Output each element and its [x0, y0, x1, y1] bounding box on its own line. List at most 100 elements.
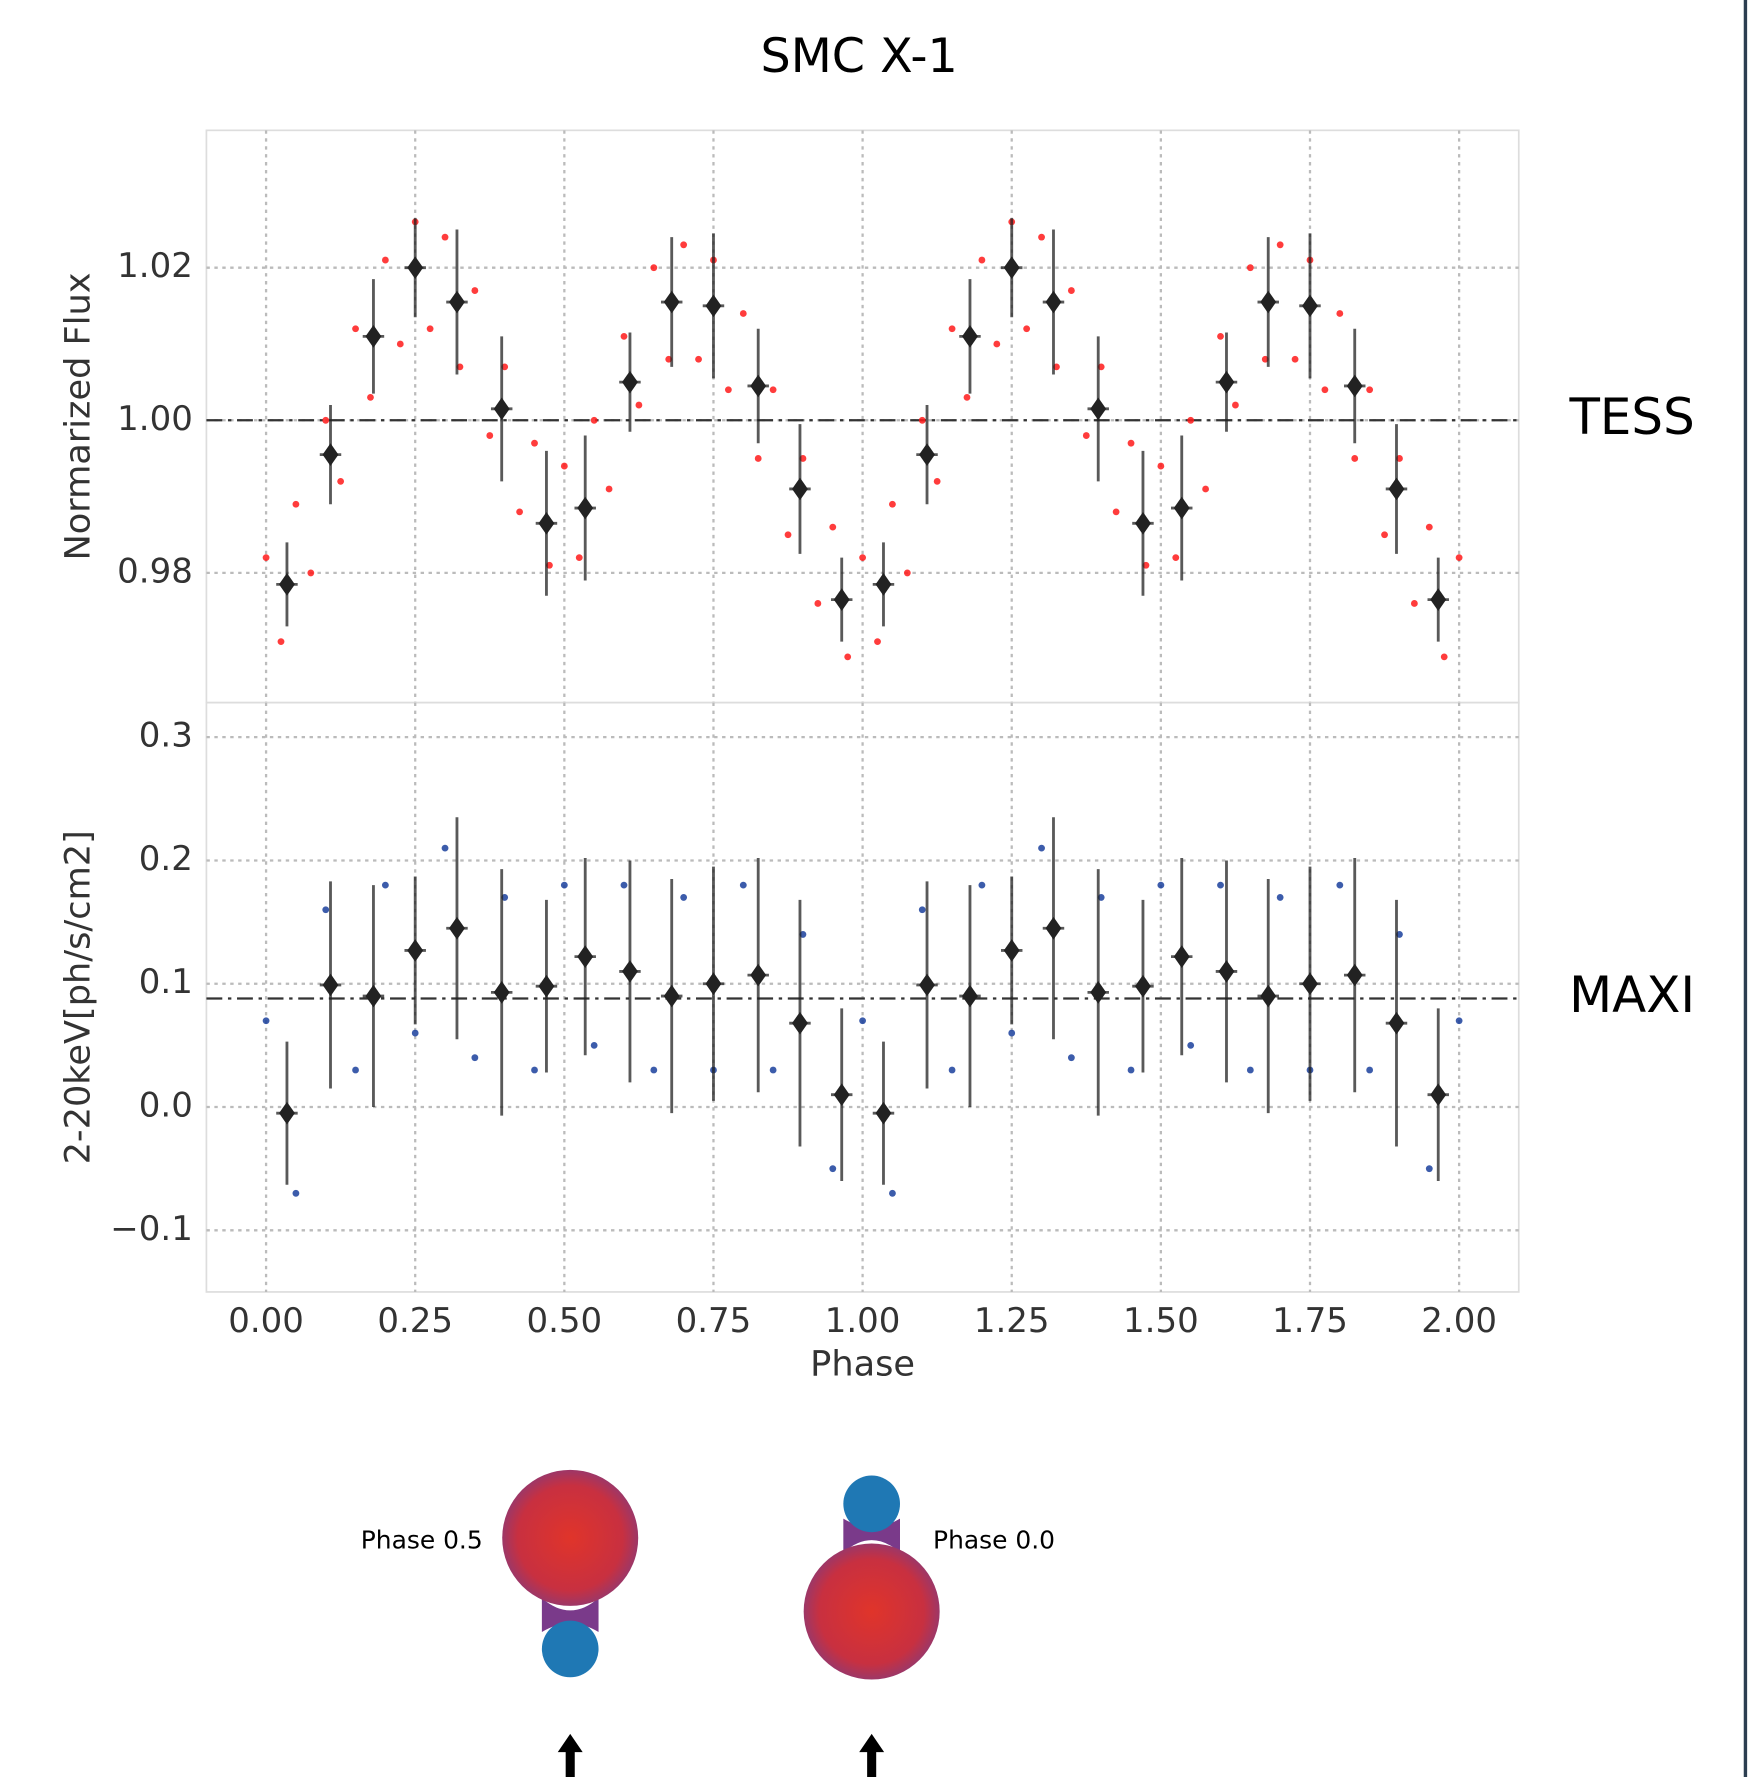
- x-tick-label: 0.00: [228, 1301, 304, 1341]
- x-tick-label: 1.50: [1123, 1301, 1199, 1341]
- data-point: [426, 325, 434, 333]
- data-point: [516, 508, 523, 516]
- data-point: [724, 386, 732, 394]
- bin-marker: [279, 573, 295, 596]
- data-point: [1425, 523, 1433, 531]
- data-point: [1291, 355, 1299, 363]
- y-tick-label: 1.02: [117, 246, 193, 286]
- data-point: [650, 1066, 658, 1074]
- data-point: [486, 432, 494, 439]
- diagram-label: Phase 0.5: [361, 1525, 483, 1554]
- data-point: [590, 1041, 598, 1049]
- data-point: [531, 439, 538, 447]
- data-point: [769, 386, 777, 394]
- data-point: [903, 569, 911, 577]
- star: [502, 1469, 639, 1606]
- data-point: [1336, 310, 1344, 317]
- data-point: [739, 881, 747, 889]
- data-point: [1127, 439, 1135, 447]
- data-point: [1157, 881, 1165, 889]
- panel: 0.00 0.25 0.50 0.75 1.00 1.25 1.50 1.75 2.00 −0.1…: [57, 701, 1695, 1385]
- bin-marker: [833, 588, 850, 611]
- data-point: [1112, 508, 1120, 516]
- bin-marker: [919, 973, 935, 997]
- data-point: [1172, 554, 1180, 562]
- data-point: [1276, 241, 1284, 249]
- compact-object: [843, 1475, 900, 1533]
- data-point: [1217, 881, 1224, 889]
- data-point: [695, 355, 702, 363]
- bin-marker: [1302, 294, 1318, 318]
- data-point: [635, 401, 643, 409]
- bin-marker: [365, 325, 382, 348]
- data-point: [441, 844, 449, 852]
- data-point: [844, 653, 852, 661]
- bin-marker: [322, 443, 339, 466]
- panel-label: MAXI: [1569, 966, 1695, 1024]
- data-point: [292, 1189, 300, 1197]
- data-point: [605, 485, 613, 493]
- data-point: [1381, 531, 1388, 539]
- data-point: [396, 340, 404, 348]
- x-tick-label: 0.75: [676, 1301, 752, 1341]
- y-tick-label: 0.3: [139, 716, 193, 756]
- x-tick-label: 1.00: [825, 1301, 901, 1341]
- data-point: [1067, 1054, 1075, 1062]
- bin-marker: [792, 1011, 808, 1035]
- bin-marker: [407, 256, 424, 280]
- bin-marker: [1045, 290, 1062, 314]
- data-point: [575, 554, 583, 562]
- bin-marker: [493, 981, 510, 1004]
- data-point: [1440, 653, 1448, 661]
- data-point: [918, 906, 926, 914]
- data-point: [352, 325, 359, 333]
- data-point: [337, 477, 345, 485]
- bin-marker: [1430, 588, 1447, 611]
- data-point: [889, 1189, 896, 1197]
- bin-marker: [322, 973, 339, 997]
- bin-marker: [919, 443, 935, 466]
- diagram-label: Phase 0.0: [933, 1525, 1055, 1554]
- data-point: [471, 287, 479, 294]
- bin-marker: [1090, 981, 1107, 1004]
- data-point: [620, 332, 628, 340]
- data-point: [381, 256, 389, 264]
- y-axis-label: Normarized Flux: [57, 272, 98, 560]
- bin-marker: [1346, 963, 1363, 987]
- data-point: [769, 1066, 777, 1074]
- data-point: [1232, 401, 1239, 409]
- y-tick-label: 0.98: [117, 551, 193, 591]
- data-point: [1187, 416, 1195, 424]
- data-point: [978, 256, 986, 264]
- data-point: [948, 325, 956, 333]
- x-tick-label: 2.00: [1421, 1301, 1497, 1341]
- data-point: [650, 264, 658, 272]
- data-point: [1202, 485, 1210, 493]
- data-point: [1455, 1017, 1463, 1025]
- data-point: [1023, 325, 1031, 333]
- data-point: [948, 1066, 956, 1074]
- diagram: Phase 0.5 Phase 0.0: [361, 1469, 1055, 1777]
- star: [803, 1543, 940, 1680]
- bin-marker: [365, 984, 382, 1008]
- data-point: [262, 1017, 270, 1025]
- y-tick-label: 0.1: [139, 962, 193, 1002]
- data-point: [1425, 1165, 1433, 1173]
- data-point: [680, 894, 688, 901]
- x-tick-label: 0.25: [377, 1301, 453, 1341]
- data-point: [1366, 386, 1374, 394]
- data-point: [560, 462, 568, 470]
- data-point: [1276, 894, 1284, 901]
- data-point: [784, 531, 792, 539]
- bin-marker: [622, 960, 638, 983]
- data-point: [352, 1066, 359, 1074]
- bin-marker: [792, 477, 808, 501]
- data-point: [411, 1029, 419, 1037]
- arrow: [859, 1733, 885, 1777]
- x-tick-label: 1.25: [974, 1301, 1050, 1341]
- data-point: [993, 340, 1001, 348]
- bin-marker: [833, 1083, 850, 1107]
- data-point: [918, 416, 926, 424]
- data-point: [754, 455, 762, 462]
